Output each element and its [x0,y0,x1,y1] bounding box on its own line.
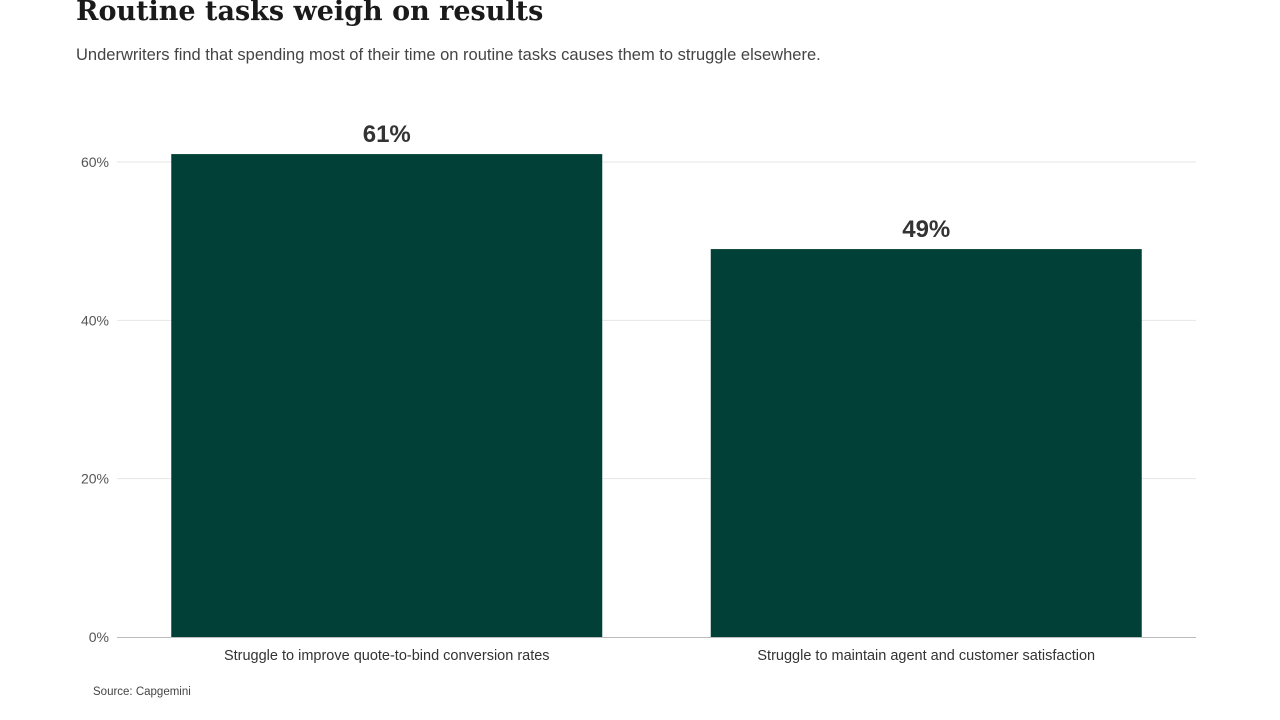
category-labels: Struggle to improve quote-to-bind conver… [224,648,1095,664]
y-tick-label: 60% [81,154,109,170]
chart-title: Routine tasks weigh on results [76,0,544,27]
y-tick-label: 40% [81,312,109,328]
category-label: Struggle to maintain agent and customer … [757,648,1095,664]
y-axis-ticks: 0% 20% 40% 60% [81,154,109,645]
y-tick-label: 0% [89,629,109,645]
data-label: 61% [363,121,411,148]
y-tick-label: 20% [81,471,109,487]
data-label: 49% [902,216,950,243]
chart-subtitle: Underwriters find that spending most of … [76,46,821,64]
bar [171,154,603,638]
bar [710,249,1142,638]
source-note: Source: Capgemini [93,686,191,698]
data-labels: 61% 49% [363,121,951,243]
bars [171,154,1142,638]
category-label: Struggle to improve quote-to-bind conver… [224,648,550,664]
